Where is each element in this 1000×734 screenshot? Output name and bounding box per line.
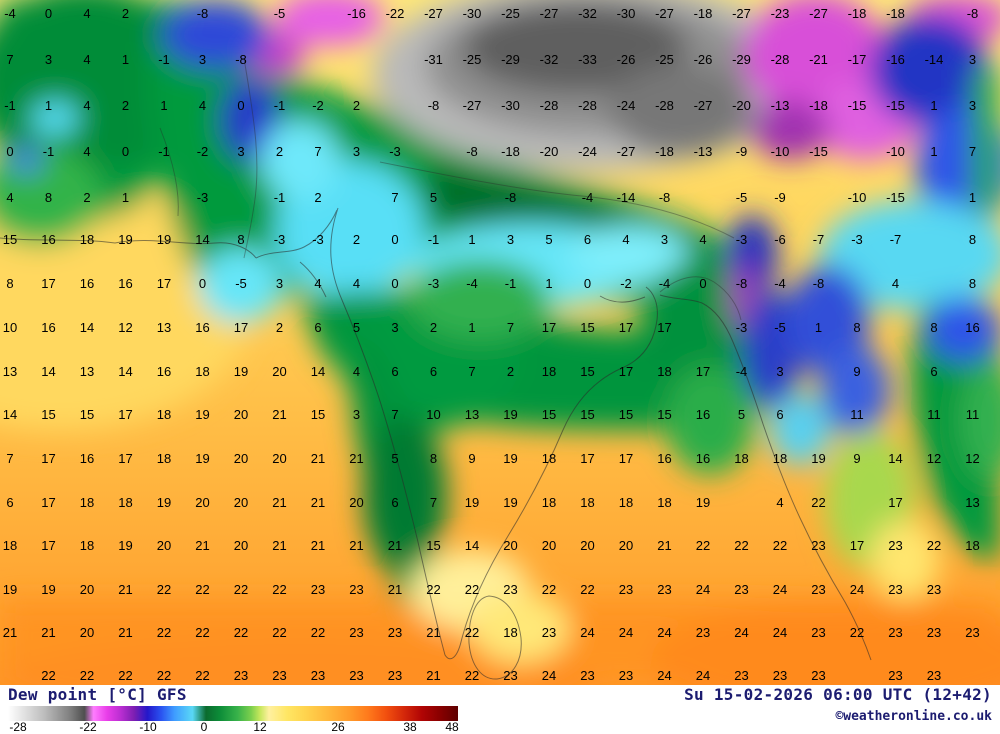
dewpoint-field-svg (0, 0, 1000, 685)
colorbar-ticks: -28 -22 -10 0 12 26 38 48 (8, 720, 463, 734)
colorbar-tick: 38 (403, 720, 417, 734)
colorbar-tick: 48 (445, 720, 459, 734)
colorbar-tick: -22 (79, 720, 97, 734)
temperature-field (0, 0, 1000, 685)
weather-map: -4 0 4 2 -8 -5 -16 -22 -27 -30 -25 -27 -32 -30 -27 -18-… (0, 0, 1000, 685)
colorbar-tick: -28 (9, 720, 27, 734)
colorbar-tick: 26 (331, 720, 345, 734)
colorbar-tick: 12 (253, 720, 267, 734)
colorbar-tick: 0 (200, 720, 208, 734)
map-datetime: Su 15-02-2026 06:00 UTC (12+42) (684, 685, 992, 704)
map-title: Dew point [°C] GFS (8, 685, 187, 704)
footer: Dew point [°C] GFS Su 15-02-2026 06:00 U… (0, 685, 1000, 734)
copyright: ©weatheronline.co.uk (835, 709, 992, 724)
colorbar-tick: -10 (139, 720, 157, 734)
coastline-borders (0, 57, 872, 680)
colorbar-gradient (8, 706, 458, 721)
